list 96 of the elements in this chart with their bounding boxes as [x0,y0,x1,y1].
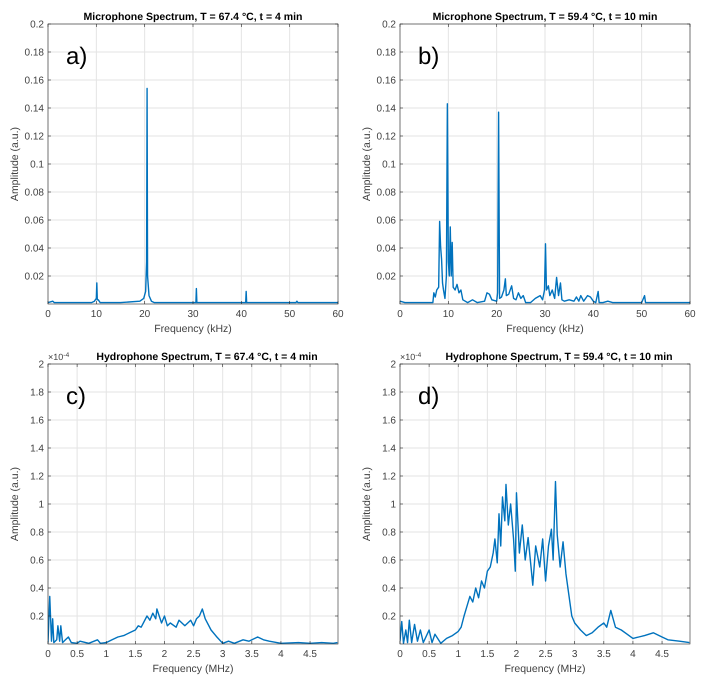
y-tick-label: 0.2 [382,20,396,30]
x-axis-title: Frequency (kHz) [154,323,232,335]
y-tick-label: 0.04 [24,244,44,254]
annotation: d) [418,383,440,410]
x-tick-label: 60 [684,309,696,320]
x-tick-label: 30 [539,309,551,320]
y-tick-label: 1.6 [30,416,44,426]
text: ×10$^{-4}$ [48,352,70,362]
x-tick-label: 40 [236,309,248,320]
x-axis-title: Frequency (kHz) [506,323,584,335]
y-tick-label: 0.1 [382,160,396,170]
x-tick-label: 2 [514,649,520,660]
y-tick-label: 0.02 [376,272,396,282]
x-tick-label: 4 [278,649,284,660]
x-tick-label: 1 [103,649,110,660]
x-tick-label: 3.5 [596,649,612,660]
x-tick-label: 2 [162,649,168,660]
y-tick-label: 0.06 [24,216,44,226]
y-tick-label: 0.06 [376,216,396,226]
x-tick-label: 0.5 [70,649,85,660]
y-tick-label: 1.4 [382,444,396,454]
y-tick-label: 1.2 [30,472,44,482]
y-axis-title: Amplitude (a.u.) [361,466,373,542]
y-tick-label: 0.2 [30,612,44,622]
y-tick-label: 0.8 [382,528,396,538]
x-tick-label: 4.5 [303,649,318,660]
y-tick-label: 1.8 [30,388,44,398]
y-tick-label: 0.16 [24,76,44,86]
y-tick-label: 0.6 [382,556,396,566]
y-tick-label: 2 [390,360,396,370]
y-tick-label: 1.4 [30,444,44,454]
chart-title: Hydrophone Spectrum, T = 67.4 °C, t = 4 min [96,351,318,363]
y-tick-label: 0.14 [24,104,44,114]
y-tick-label: 1.8 [382,388,396,398]
y-tick-label: 1.2 [382,472,396,482]
annotation: b) [418,43,440,70]
x-tick-label: 40 [588,309,600,320]
y-axis-title: Amplitude (a.u.) [9,466,21,542]
x-axis-title: Frequency (MHz) [504,663,586,675]
x-tick-label: 0 [397,309,404,320]
x-tick-label: 20 [491,309,503,320]
x-tick-label: 3.5 [244,649,260,660]
x-tick-label: 10 [90,309,102,320]
x-tick-label: 30 [187,309,199,320]
y-tick-label: 0.8 [30,528,44,538]
chart-title: Microphone Spectrum, T = 59.4 °C, t = 10 min [432,11,658,23]
y-tick-label: 0.18 [376,48,396,58]
y-tick-label: 1 [390,500,396,510]
x-tick-label: 4.5 [655,649,670,660]
x-axis-title: Frequency (MHz) [152,663,234,675]
line-series [48,88,338,304]
y-tick-label: 0.4 [382,584,396,594]
x-tick-label: 10 [442,309,454,320]
chart-title: Microphone Spectrum, T = 67.4 °C, t = 4 min [84,11,302,23]
y-tick-label: 0.2 [382,612,396,622]
y-tick-label: 1.6 [382,416,396,426]
y-tick-label: 0.6 [30,556,44,566]
y-tick-label: 0.18 [24,48,44,58]
x-tick-label: 1.5 [128,649,143,660]
x-tick-label: 1 [455,649,462,660]
text: ×10$^{-4}$ [400,352,422,362]
x-tick-label: 3 [572,649,578,660]
y-tick-label: 1 [38,500,44,510]
y-tick-label: 2 [38,360,44,370]
x-tick-label: 60 [332,309,344,320]
y-axis-title: Amplitude (a.u.) [361,126,373,202]
x-tick-label: 3 [220,649,226,660]
y-tick-label: 0.08 [376,188,396,198]
x-tick-label: 0 [45,649,52,660]
annotation: c) [66,383,86,410]
x-tick-label: 1.5 [480,649,495,660]
y-tick-label: 0.16 [376,76,396,86]
x-tick-label: 20 [139,309,151,320]
y-tick-label: 0.08 [24,188,44,198]
y-axis-title: Amplitude (a.u.) [9,126,21,202]
y-tick-label: 0.2 [30,20,44,30]
y-tick-label: 0.04 [376,244,396,254]
x-tick-label: 4 [630,649,636,660]
y-tick-label: 0.4 [30,584,44,594]
x-tick-label: 0.5 [422,649,437,660]
line-series [48,596,338,644]
y-tick-label: 0.12 [24,132,44,142]
y-tick-label: 0.02 [24,272,44,282]
line-series [400,103,690,304]
y-tick-label: 0.1 [30,160,44,170]
annotation: a) [66,43,88,70]
x-tick-label: 0 [397,649,404,660]
x-tick-label: 50 [284,309,296,320]
y-tick-label: 0.14 [376,104,396,114]
line-series [400,480,690,644]
x-tick-label: 50 [636,309,648,320]
chart-title: Hydrophone Spectrum, T = 59.4 °C, t = 10 min [445,351,673,363]
y-tick-label: 0.12 [376,132,396,142]
x-tick-label: 2.5 [538,649,553,660]
x-tick-label: 0 [45,309,52,320]
x-tick-label: 2.5 [186,649,201,660]
